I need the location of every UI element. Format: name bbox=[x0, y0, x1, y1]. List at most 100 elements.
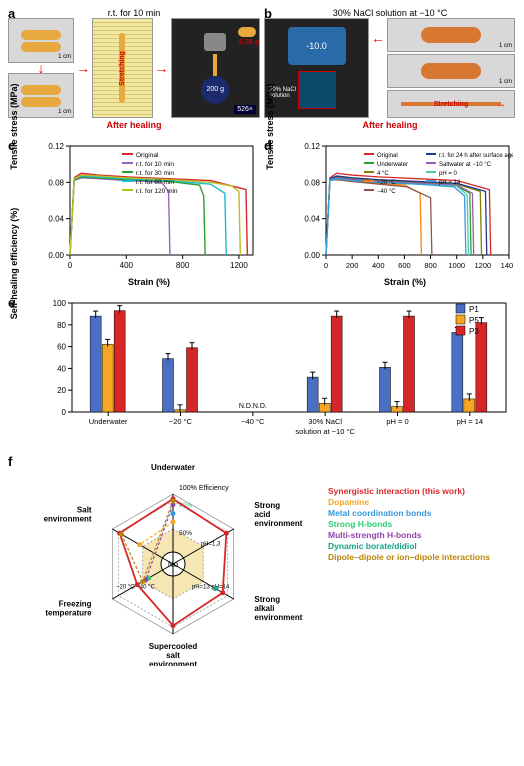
svg-text:0.04: 0.04 bbox=[304, 215, 320, 224]
legend-item: Strong H-bonds bbox=[328, 519, 490, 530]
svg-text:1400: 1400 bbox=[501, 261, 513, 270]
svg-text:50%: 50% bbox=[179, 530, 192, 537]
panel-e: e Self-healing efficiency (%) 0204060801… bbox=[8, 297, 516, 442]
svg-text:0.08: 0.08 bbox=[304, 178, 320, 187]
svg-text:40: 40 bbox=[57, 364, 66, 373]
svg-text:environment: environment bbox=[149, 660, 197, 666]
panel-a-after-label: After healing bbox=[8, 120, 260, 130]
panel-d: d Tensile stress (MPa) 02004006008001000… bbox=[264, 140, 516, 287]
svg-text:100: 100 bbox=[53, 299, 67, 308]
svg-text:environment: environment bbox=[44, 515, 92, 524]
svg-text:80: 80 bbox=[57, 321, 66, 330]
svg-text:800: 800 bbox=[424, 261, 437, 270]
photo-a-weight: 200 g 526× 0.38 g bbox=[171, 18, 260, 118]
svg-text:60: 60 bbox=[57, 343, 66, 352]
photo-b-healed: 1 cm bbox=[387, 54, 515, 88]
svg-text:Original: Original bbox=[377, 153, 398, 159]
svg-text:r.t. for 60 min: r.t. for 60 min bbox=[136, 179, 174, 186]
svg-text:1200: 1200 bbox=[230, 261, 248, 270]
svg-text:acid: acid bbox=[254, 510, 270, 519]
svg-text:30% NaCl: 30% NaCl bbox=[308, 417, 342, 426]
panel-c: c Tensile stress (MPa) 040080012000.000.… bbox=[8, 140, 260, 287]
panel-a-label: a bbox=[8, 6, 15, 21]
svg-text:r.t. for 30 min: r.t. for 30 min bbox=[136, 170, 174, 177]
legend-item: Metal coordination bonds bbox=[328, 508, 490, 519]
arrow-down-icon: ↓ bbox=[8, 63, 74, 73]
svg-text:pH=13 pH=14: pH=13 pH=14 bbox=[192, 585, 230, 591]
panel-f-legend: Synergistic interaction (this work)Dopam… bbox=[328, 456, 490, 666]
panel-d-label: d bbox=[264, 138, 272, 153]
svg-text:0: 0 bbox=[68, 261, 73, 270]
svg-text:−20 °C: −20 °C bbox=[377, 180, 396, 186]
svg-text:pH=1,3: pH=1,3 bbox=[201, 541, 221, 547]
svg-text:Strong: Strong bbox=[254, 501, 280, 510]
panel-b: b 30% NaCl solution at −10 °C -10.0 30% … bbox=[264, 8, 516, 130]
svg-text:0.08: 0.08 bbox=[48, 178, 64, 187]
svg-text:P5: P5 bbox=[469, 316, 479, 325]
svg-text:temperature: temperature bbox=[45, 609, 92, 618]
svg-text:solution at −10 °C: solution at −10 °C bbox=[295, 427, 355, 436]
svg-text:Underwater: Underwater bbox=[377, 162, 408, 168]
svg-text:200: 200 bbox=[346, 261, 359, 270]
svg-text:r.t. for 10 min: r.t. for 10 min bbox=[136, 161, 174, 168]
svg-text:1000: 1000 bbox=[448, 261, 465, 270]
svg-text:0.00: 0.00 bbox=[48, 251, 64, 260]
svg-text:Freezing: Freezing bbox=[59, 600, 92, 609]
svg-text:Underwater: Underwater bbox=[89, 417, 128, 426]
svg-text:0.12: 0.12 bbox=[48, 142, 64, 151]
arrow-left-icon: ← bbox=[371, 30, 385, 46]
panel-c-xlabel: Strain (%) bbox=[38, 277, 260, 287]
photo-a-weight-group: 200 g 526× 0.38 g bbox=[171, 18, 260, 118]
chart-d-svg: 02004006008001000120014000.000.040.080.1… bbox=[298, 140, 513, 275]
chart-c-svg: 0 400 800 1200 0.00 0.04 0.08 0.12 Original r.t. … bbox=[42, 140, 257, 275]
panel-d-ylabel: Tensile stress (MPa) bbox=[265, 83, 275, 169]
photo-b-bath: -10.0 30% NaCl solution bbox=[264, 18, 369, 118]
svg-text:0.00: 0.00 bbox=[304, 251, 320, 260]
legend-item: Synergistic interaction (this work) bbox=[328, 486, 490, 497]
legend-item: Multi-strength H-bonds bbox=[328, 530, 490, 541]
row-cd: c Tensile stress (MPa) 040080012000.000.… bbox=[8, 140, 516, 287]
svg-text:Strong: Strong bbox=[254, 595, 280, 604]
svg-text:r.t. for 24 h after surface ag: r.t. for 24 h after surface ageing bbox=[439, 153, 513, 159]
arrow-right-icon-2: → bbox=[155, 60, 169, 76]
svg-text:800: 800 bbox=[176, 261, 190, 270]
svg-text:400: 400 bbox=[120, 261, 134, 270]
svg-text:4 °C: 4 °C bbox=[377, 171, 389, 177]
svg-text:pH = 0: pH = 0 bbox=[439, 171, 458, 177]
svg-text:−20 °C: −20 °C bbox=[169, 417, 193, 426]
arrow-right-icon: → bbox=[76, 60, 90, 76]
panel-b-after-label: After healing bbox=[264, 120, 516, 130]
panel-e-label: e bbox=[8, 295, 15, 310]
photo-b-stretch: Stretching → bbox=[387, 90, 515, 118]
svg-text:1200: 1200 bbox=[475, 261, 492, 270]
svg-text:0: 0 bbox=[62, 408, 67, 417]
chart-e-svg: 0 20 40 60 80 100 Underwater −20 °C N.D.N.D. −40 … bbox=[42, 297, 512, 442]
panel-f-label: f bbox=[8, 454, 12, 469]
panel-b-title: 30% NaCl solution at −10 °C bbox=[264, 8, 516, 18]
svg-text:Original: Original bbox=[136, 152, 159, 159]
svg-text:salt: salt bbox=[166, 651, 180, 660]
svg-text:N.D.N.D.: N.D.N.D. bbox=[239, 403, 267, 410]
svg-text:−40 °C: −40 °C bbox=[377, 189, 396, 195]
svg-text:P1: P1 bbox=[469, 305, 479, 314]
legend-item: Dynamic borate/didiol bbox=[328, 541, 490, 552]
panel-f: f NoUnderwaterStrongacidenvironmentpH=1,… bbox=[8, 456, 516, 666]
photo-b-sample: 1 cm bbox=[387, 18, 515, 52]
svg-text:0.12: 0.12 bbox=[304, 142, 320, 151]
svg-text:Supercooled: Supercooled bbox=[149, 642, 198, 651]
svg-text:environment: environment bbox=[254, 613, 302, 622]
chart-f-svg: NoUnderwaterStrongacidenvironmentpH=1,3S… bbox=[8, 456, 328, 666]
svg-text:P3: P3 bbox=[469, 327, 479, 336]
svg-text:pH = 14: pH = 14 bbox=[439, 180, 461, 186]
svg-text:0.04: 0.04 bbox=[48, 215, 64, 224]
svg-text:−40 °C: −40 °C bbox=[241, 417, 265, 426]
panel-b-label: b bbox=[264, 6, 272, 21]
svg-text:alkali: alkali bbox=[254, 604, 274, 613]
svg-text:Salt: Salt bbox=[77, 506, 92, 515]
panel-a: a r.t. for 10 min 1 cm ↓ 1 cm → Stretch bbox=[8, 8, 260, 130]
svg-text:600: 600 bbox=[398, 261, 411, 270]
photo-a-before: 1 cm bbox=[8, 18, 74, 63]
svg-text:20: 20 bbox=[57, 386, 66, 395]
svg-text:environment: environment bbox=[254, 519, 302, 528]
panel-d-xlabel: Strain (%) bbox=[294, 277, 516, 287]
